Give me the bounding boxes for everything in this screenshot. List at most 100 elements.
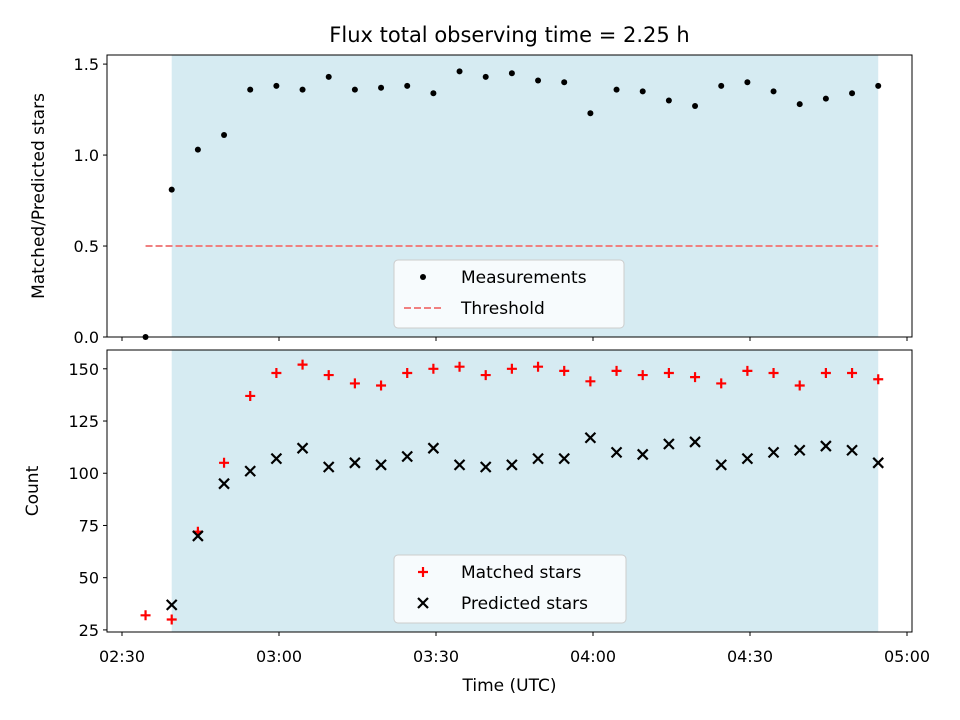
panel2: 25 50 75 100 125 150 02:30 03:00 03:30 04:00 04:30…	[23, 349, 930, 696]
predicted-star-point	[872, 457, 884, 469]
matched-star-point	[585, 376, 596, 387]
panel2-y-axis-label: Count	[23, 465, 43, 516]
measurement-point	[587, 110, 594, 117]
x-tick-label: 04:00	[570, 647, 616, 666]
matched-star-point	[663, 367, 674, 378]
measurement-point	[247, 86, 254, 93]
predicted-star-point	[532, 452, 544, 465]
measurement-point	[665, 97, 672, 104]
legend-label: Threshold	[460, 299, 545, 319]
measurement-point	[273, 82, 280, 89]
x-tick-label: 03:00	[256, 647, 302, 666]
measurement-point	[430, 90, 437, 97]
predicted-star-point	[663, 438, 675, 450]
predicted-star-point	[558, 452, 570, 465]
matched-star-point	[742, 365, 753, 376]
legend-box	[393, 554, 627, 624]
measurement-point	[875, 82, 882, 89]
measurement-point	[561, 79, 568, 86]
matched-star-point	[166, 614, 177, 625]
measurement-point	[325, 73, 332, 80]
matched-star-point	[559, 365, 570, 376]
panel1-series-1	[142, 68, 882, 340]
predicted-star-point	[192, 530, 204, 542]
predicted-star-point	[793, 444, 806, 457]
predicted-star-point	[767, 446, 780, 459]
measurement-point	[404, 82, 411, 89]
matched-star-point	[349, 378, 360, 389]
predicted-star-point	[270, 452, 283, 465]
measurement-point	[378, 84, 385, 91]
x-axis-label: Time (UTC)	[462, 676, 557, 696]
matched-star-point	[847, 367, 858, 378]
measurement-point	[456, 68, 463, 75]
predicted-star-point	[165, 599, 178, 611]
measurement-point	[194, 146, 201, 153]
matched-star-point	[271, 367, 282, 378]
matched-star-point	[297, 359, 308, 370]
legend-matched-swatch	[418, 567, 428, 577]
matched-star-point	[716, 378, 727, 389]
predicted-star-point	[375, 459, 387, 471]
legend-box	[393, 259, 625, 329]
panel2-y-tick-label: 100	[68, 464, 99, 483]
panel1-legend: Measurements Threshold	[393, 259, 625, 329]
matched-star-point	[506, 363, 517, 374]
predicted-star-point	[741, 452, 754, 465]
matched-star-point	[454, 361, 465, 372]
x-tick-label: 05:00	[884, 647, 930, 666]
predicted-star-point	[322, 461, 335, 473]
measurement-point	[744, 79, 751, 86]
panel1-y-tick-label: 1.0	[74, 146, 99, 165]
matched-star-point	[402, 367, 413, 378]
chart-panels: 0.0 0.5 1.0 1.5 Matched/Predicted stars Flux …	[23, 23, 930, 696]
predicted-star-point	[636, 448, 649, 461]
matched-star-point	[245, 390, 256, 401]
measurement-point	[770, 88, 777, 95]
x-tick-label: 03:30	[413, 647, 459, 666]
panel1-y-tick-label: 0.5	[74, 237, 99, 256]
predicted-star-point	[453, 459, 466, 471]
legend-predicted-swatch	[417, 597, 429, 609]
matched-star-point	[140, 610, 151, 621]
legend-label: Matched stars	[461, 563, 581, 583]
measurement-point	[221, 132, 228, 139]
predicted-star-point	[846, 444, 858, 457]
x-tick-label: 02:30	[99, 647, 145, 666]
matched-star-point	[794, 380, 805, 391]
measurement-point	[535, 77, 542, 84]
panel2-y-tick-label: 25	[79, 621, 99, 640]
predicted-star-point	[401, 450, 413, 463]
panel2-y-tick-label: 75	[79, 516, 99, 535]
legend-label: Predicted stars	[461, 594, 588, 614]
panel2-y-tick-label: 125	[68, 412, 99, 431]
matched-star-point	[533, 361, 544, 372]
matched-star-point	[768, 367, 779, 378]
predicted-star-point	[296, 442, 309, 454]
measurement-point	[299, 86, 306, 93]
predicted-star-point	[715, 459, 727, 471]
panel2-axes-frame	[106, 349, 913, 633]
measurement-point	[351, 86, 358, 93]
panel2-series-2	[165, 431, 884, 611]
legend-measurements-swatch	[420, 274, 426, 280]
matched-star-point	[480, 370, 491, 381]
measurement-point	[718, 82, 725, 89]
matched-star-point	[820, 367, 831, 378]
predicted-star-point	[820, 440, 832, 452]
chart-title: Flux total observing time = 2.25 h	[329, 23, 689, 47]
predicted-star-point	[506, 459, 518, 471]
matched-star-point	[637, 370, 648, 381]
measurement-point	[849, 90, 856, 97]
matched-star-point	[873, 374, 884, 385]
x-tick-label: 04:30	[727, 647, 773, 666]
predicted-star-point	[349, 457, 361, 469]
panel1-y-tick-label: 0.0	[74, 328, 99, 347]
measurement-point	[692, 102, 699, 109]
legend-label: Measurements	[461, 268, 587, 288]
matched-star-point	[428, 363, 439, 374]
panel2-y-tick-label: 50	[79, 569, 99, 588]
predicted-star-point	[218, 477, 230, 490]
panel1-axes-frame	[106, 54, 913, 338]
